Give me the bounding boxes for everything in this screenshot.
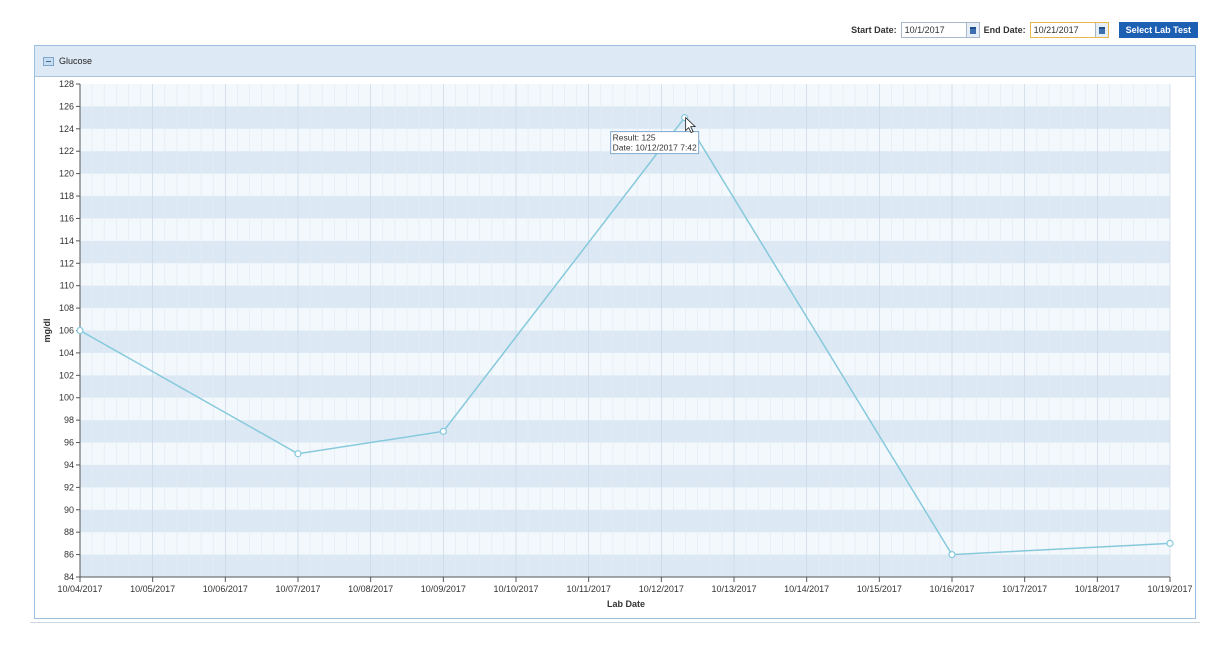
end-date-label: End Date:	[983, 25, 1026, 35]
x-tick-label: 10/13/2017	[711, 584, 756, 594]
start-date-picker[interactable]	[900, 22, 980, 38]
y-axis-title: mg/dl	[42, 319, 52, 343]
collapse-icon[interactable]	[43, 56, 54, 66]
y-tick-label: 96	[64, 438, 74, 448]
y-tick-label: 120	[59, 169, 74, 179]
y-tick-label: 90	[64, 505, 74, 515]
y-tick-label: 116	[60, 213, 74, 223]
date-toolbar: Start Date: End Date: Select Lab Test	[851, 22, 1198, 38]
end-date-input[interactable]	[1030, 24, 1095, 36]
x-tick-label: 10/05/2017	[130, 584, 175, 594]
y-tick-label: 126	[59, 101, 74, 111]
x-axis-title: Lab Date	[607, 599, 645, 609]
data-point	[948, 550, 956, 559]
x-tick-label: 10/08/2017	[348, 584, 393, 594]
select-lab-test-button[interactable]: Select Lab Test	[1118, 22, 1198, 38]
x-tick-label: 10/18/2017	[1075, 584, 1120, 594]
data-point	[1166, 539, 1174, 547]
data-tooltip: Result: 125 Date: 10/12/2017 7:42	[610, 131, 700, 155]
bottom-divider	[30, 622, 1200, 623]
x-tick-label: 10/15/2017	[857, 584, 902, 594]
y-tick-label: 110	[60, 281, 74, 291]
x-tick-label: 10/17/2017	[1002, 584, 1047, 594]
y-tick-label: 94	[64, 460, 74, 470]
y-tick-label: 84	[64, 572, 74, 582]
y-tick-label: 100	[59, 393, 74, 403]
end-date-picker[interactable]	[1029, 22, 1109, 38]
x-tick-label: 10/09/2017	[421, 584, 466, 594]
y-tick-label: 86	[64, 550, 74, 560]
x-tick-label: 10/06/2017	[203, 584, 248, 594]
y-tick-label: 104	[59, 348, 74, 358]
y-tick-label: 92	[64, 482, 74, 492]
y-tick-label: 98	[64, 415, 74, 425]
x-tick-label: 10/10/2017	[493, 584, 538, 594]
calendar-icon[interactable]	[965, 23, 979, 37]
data-point	[294, 450, 302, 458]
data-point	[439, 427, 447, 435]
y-tick-label: 102	[59, 370, 74, 380]
y-tick-label: 112	[60, 258, 74, 268]
y-tick-label: 124	[59, 124, 74, 134]
series-line	[79, 116, 1171, 556]
pointer-cursor-icon	[685, 116, 697, 134]
x-tick-label: 10/19/2017	[1147, 584, 1192, 594]
data-point	[76, 326, 84, 335]
start-date-label: Start Date:	[851, 25, 897, 35]
y-tick-label: 128	[59, 79, 74, 89]
y-tick-label: 122	[59, 146, 74, 156]
tooltip-result: Result: 125	[613, 133, 656, 143]
y-tick-label: 88	[64, 527, 74, 537]
x-tick-label: 10/12/2017	[639, 584, 684, 594]
calendar-icon[interactable]	[1094, 23, 1108, 37]
y-tick-label: 118	[60, 191, 74, 201]
x-tick-label: 10/07/2017	[275, 584, 320, 594]
panel-title: Glucose	[59, 56, 93, 66]
y-tick-label: 106	[59, 326, 74, 336]
tooltip-date: Date: 10/12/2017 7:42	[613, 143, 697, 153]
panel-header[interactable]: Glucose	[35, 46, 1195, 77]
x-tick-label: 10/16/2017	[929, 584, 974, 594]
y-tick-label: 108	[59, 303, 74, 313]
y-tick-label: 114	[60, 236, 74, 246]
start-date-input[interactable]	[901, 24, 966, 36]
x-tick-label: 10/14/2017	[784, 584, 829, 594]
x-tick-label: 10/11/2017	[566, 584, 610, 594]
x-tick-label: 10/04/2017	[57, 584, 102, 594]
